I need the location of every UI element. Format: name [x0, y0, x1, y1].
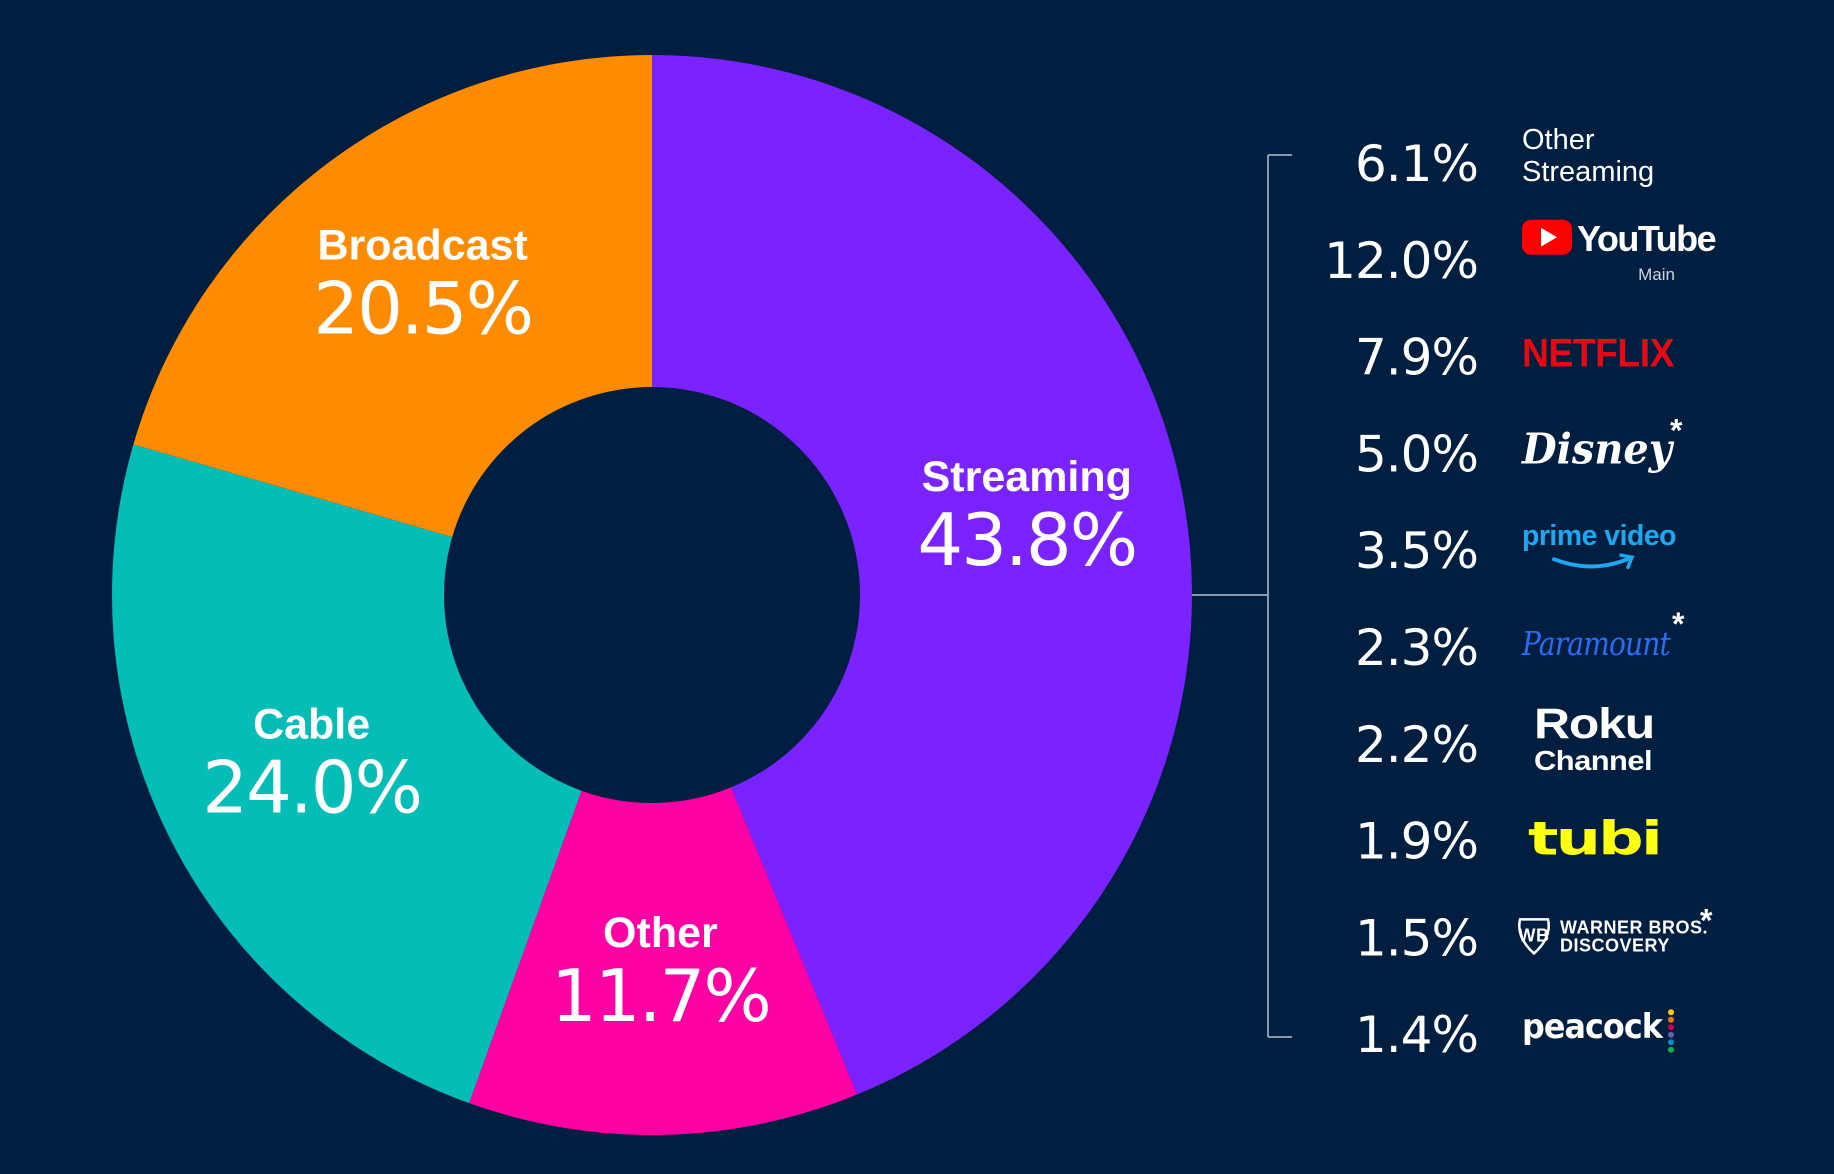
breakdown-connector — [1192, 154, 1292, 1038]
breakdown-row-netflix: 7.9% NETFLIX — [1355, 329, 1675, 387]
breakdown-value: 6.1% — [1355, 135, 1478, 193]
youtube-sub-label: Main — [1638, 265, 1675, 284]
wbd-wordmark-line: DISCOVERY — [1560, 935, 1670, 955]
peacock-dot-icon — [1668, 1024, 1674, 1031]
prime-video-wordmark: prime video — [1522, 520, 1676, 552]
slice-value: 20.5% — [313, 267, 532, 351]
breakdown-value: 1.4% — [1355, 1006, 1478, 1064]
wb-shield-letters: WB — [1519, 925, 1550, 945]
slice-cable — [112, 444, 582, 1104]
breakdown-row-youtube: 12.0% YouTube Main — [1324, 218, 1717, 290]
breakdown-value: 1.5% — [1355, 909, 1478, 967]
breakdown-value: 2.3% — [1355, 619, 1478, 677]
play-triangle-icon — [1541, 227, 1557, 247]
slice-name: Cable — [253, 700, 370, 748]
paramount-asterisk: * — [1672, 606, 1685, 642]
roku-channel-sub: Channel — [1534, 745, 1652, 776]
peacock-dot-icon — [1668, 1031, 1674, 1038]
slice-value: 43.8% — [917, 498, 1136, 582]
slice-broadcast — [133, 55, 652, 537]
breakdown-value: 5.0% — [1355, 425, 1478, 483]
slice-value: 11.7% — [551, 954, 770, 1038]
other-streaming-label-line: Other — [1522, 124, 1595, 156]
slice-other — [469, 787, 858, 1135]
peacock-dot-icon — [1668, 1016, 1674, 1023]
other-streaming-label-line: Streaming — [1522, 156, 1654, 188]
disney-wordmark: Disney — [1521, 424, 1674, 473]
breakdown-row-tubi: 1.9% tubi — [1355, 812, 1662, 871]
peacock-wordmark: peacock — [1522, 1007, 1664, 1047]
breakdown-row-peacock: 1.4% peacock — [1355, 1006, 1674, 1064]
breakdown-value: 2.2% — [1355, 716, 1478, 774]
breakdown-value: 7.9% — [1355, 329, 1478, 387]
wb-shield-icon — [1518, 918, 1550, 956]
prime-arrow-icon — [1619, 553, 1635, 569]
donut-slices — [112, 55, 1193, 1135]
breakdown-row-prime-video: 3.5% prime video — [1355, 520, 1677, 580]
slice-streaming — [652, 55, 1193, 1095]
paramount-wordmark: Paramount — [1521, 624, 1671, 663]
breakdown-row-paramount: 2.3% Paramount * — [1355, 606, 1685, 677]
breakdown-row-warner-bros-discovery: 1.5% WB WARNER BROS.DISCOVERY * — [1355, 902, 1713, 967]
wbd-asterisk: * — [1700, 902, 1713, 938]
peacock-dot-icon — [1668, 1009, 1674, 1016]
peacock-dot-icon — [1668, 1039, 1674, 1046]
breakdown-row-disney: 5.0% Disney* — [1355, 412, 1683, 483]
slice-name: Broadcast — [317, 222, 527, 270]
breakdown-value: 3.5% — [1355, 522, 1478, 580]
breakdown-value: 1.9% — [1355, 813, 1478, 871]
roku-wordmark: Roku — [1534, 700, 1654, 748]
prime-smile-icon — [1552, 556, 1632, 569]
wbd-wordmark-line: WARNER BROS. — [1560, 917, 1708, 937]
slice-value: 24.0% — [202, 745, 421, 829]
netflix-wordmark: NETFLIX — [1522, 332, 1675, 376]
tubi-wordmark: tubi — [1528, 812, 1660, 866]
youtube-wordmark: YouTube — [1577, 218, 1716, 259]
disney-asterisk: * — [1670, 412, 1683, 448]
peacock-dot-icon — [1668, 1046, 1674, 1053]
slice-name: Other — [603, 909, 718, 957]
breakdown-value: 12.0% — [1324, 232, 1478, 290]
slice-name: Streaming — [922, 453, 1132, 501]
